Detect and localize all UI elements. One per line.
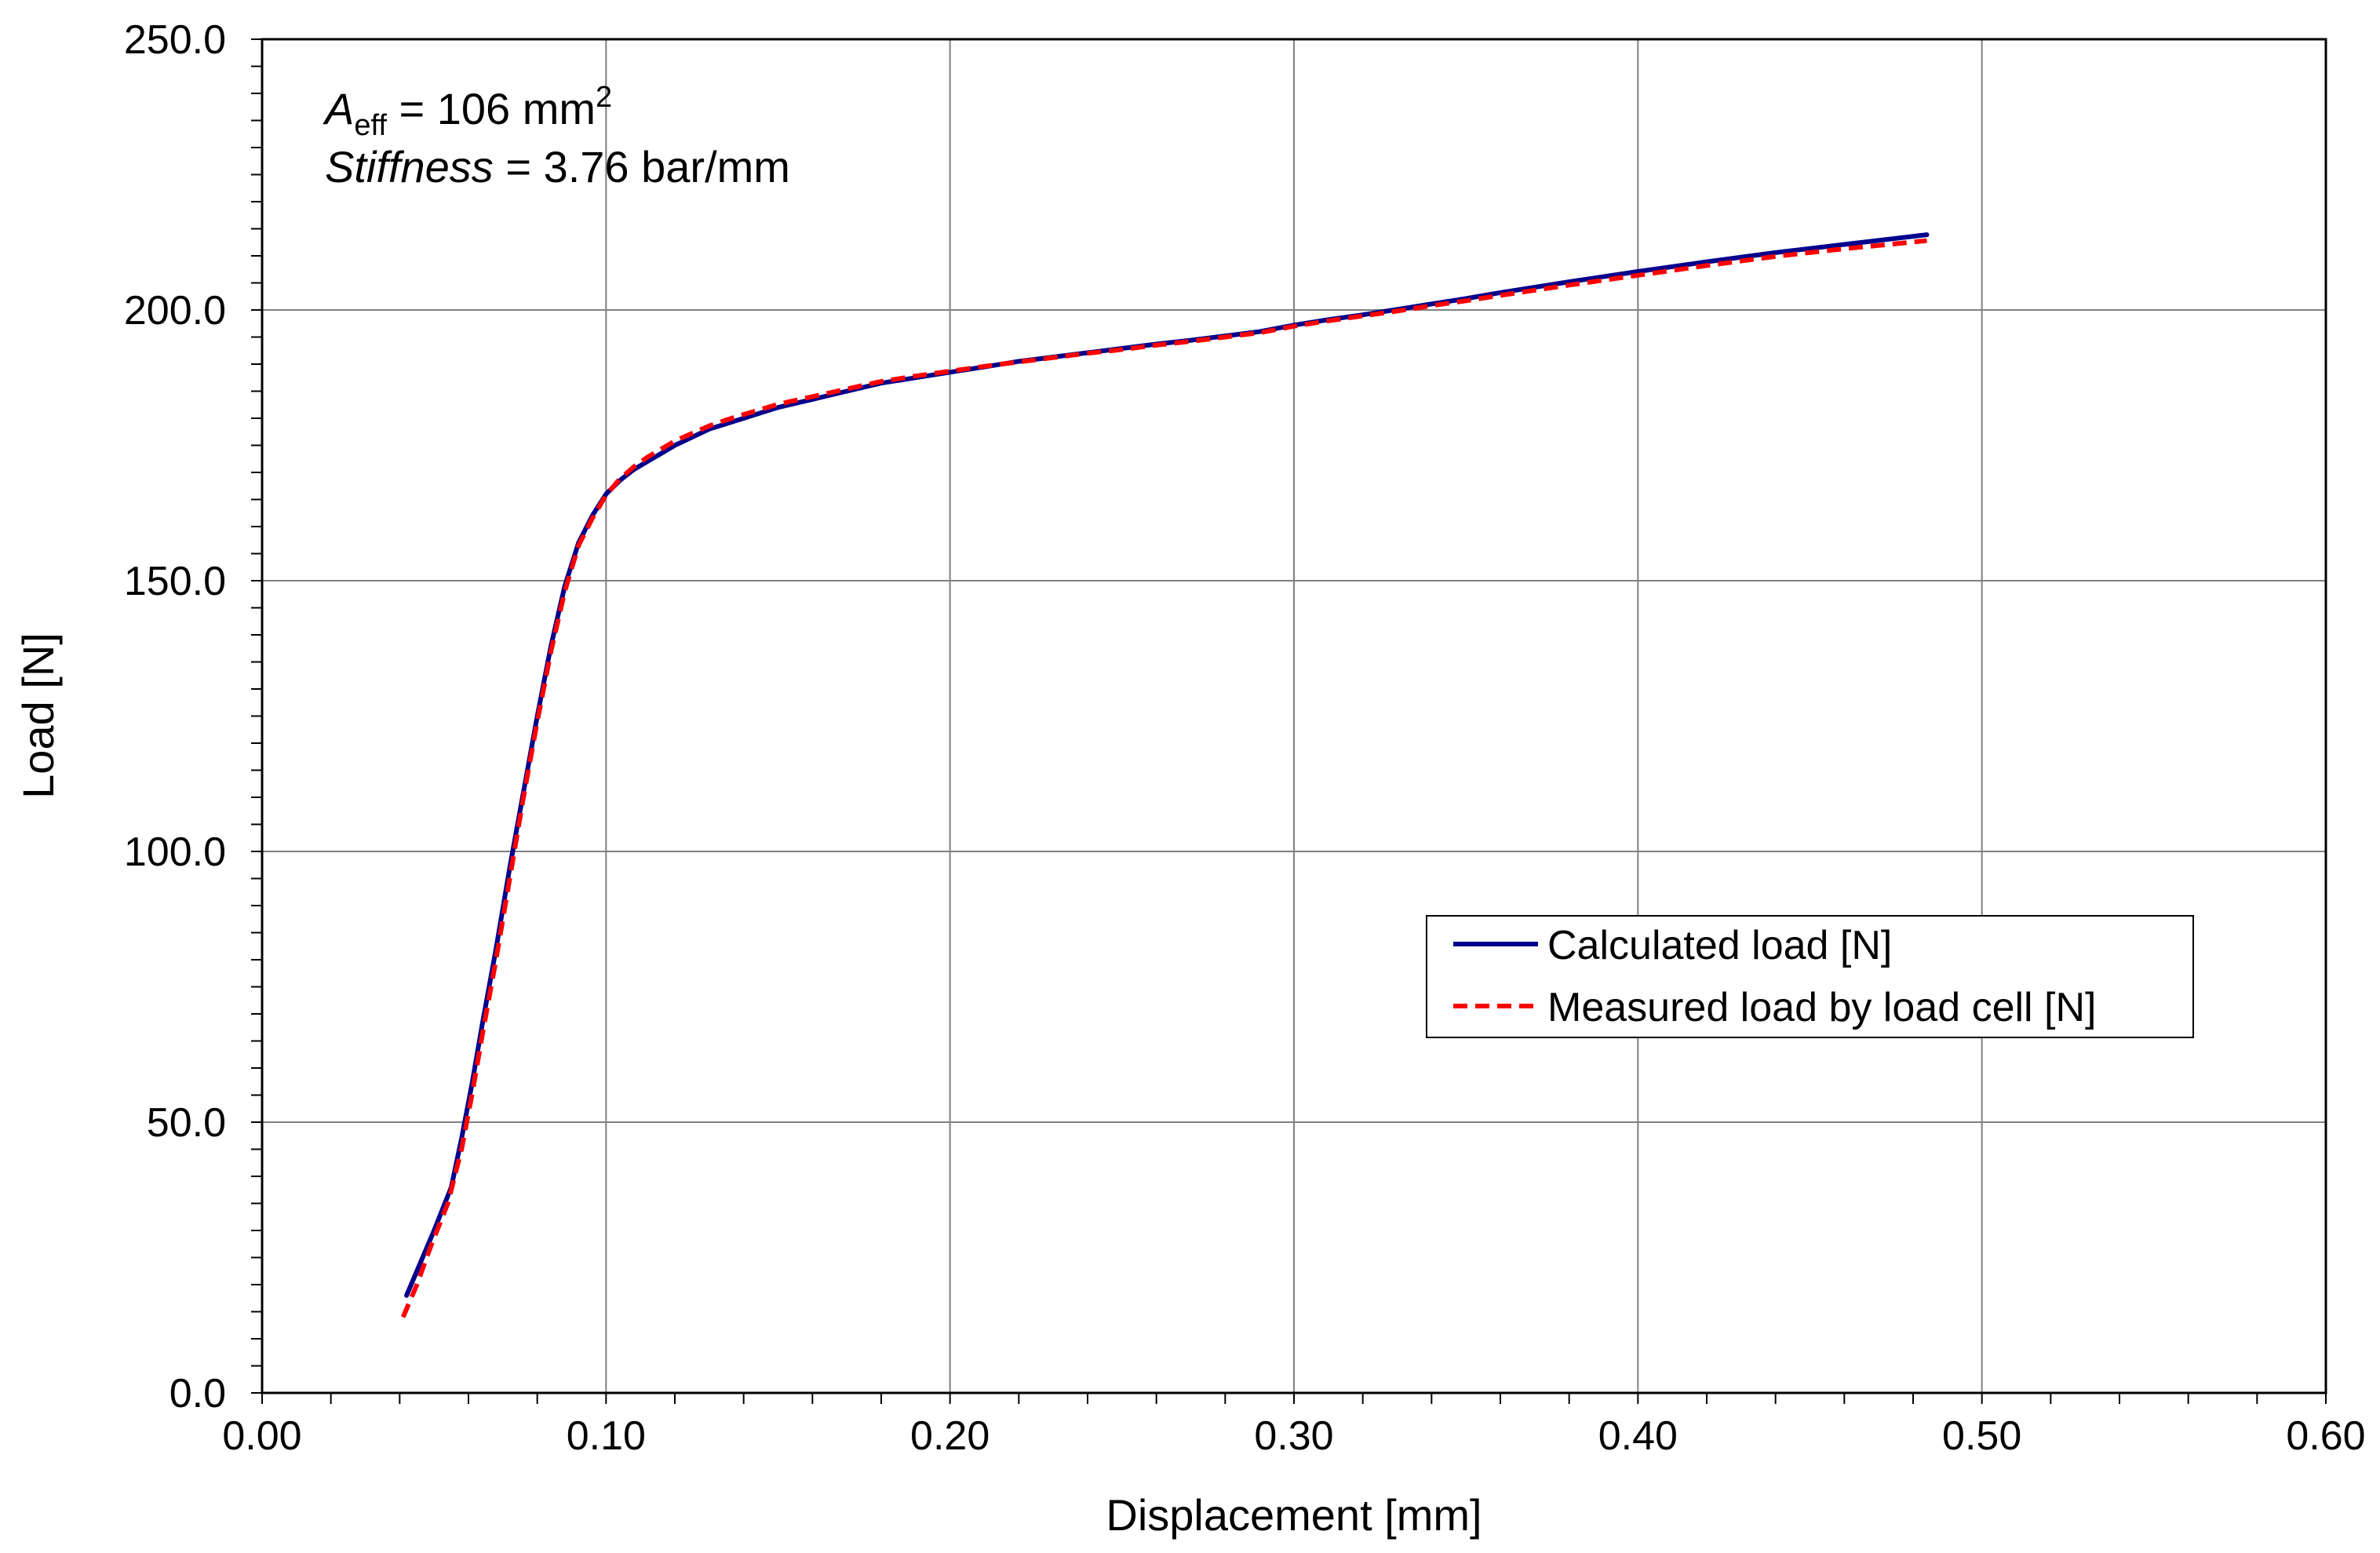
legend: Calculated load [N] Measured load by loa… [1426, 915, 2194, 1038]
series-line-measured [400, 238, 1927, 1318]
annotation-area-value: = 106 mm [387, 84, 596, 133]
y-tick-label: 200.0 [124, 288, 226, 334]
x-tick-label: 0.50 [1942, 1413, 2021, 1459]
legend-label-calculated: Calculated load [N] [1547, 923, 1892, 968]
minor-ticks [251, 38, 2327, 1404]
x-tick-label: 0.60 [2286, 1413, 2365, 1459]
y-tick-label: 0.0 [169, 1371, 226, 1416]
annotation-stiffness-line: Stiffness = 3.76 bar/mm [325, 142, 790, 191]
plot-area-border [261, 38, 2327, 1394]
x-tick-label: 0.20 [910, 1413, 990, 1459]
x-tick-label: 0.30 [1254, 1413, 1333, 1459]
annotation-area-symbol: A [323, 84, 354, 133]
y-tick-label: 250.0 [124, 17, 226, 63]
y-tick-label: 100.0 [124, 829, 226, 875]
annotation-stiffness-label: Stiffness [325, 142, 494, 191]
y-tick-labels: 0.0 50.0 100.0 150.0 200.0 250.0 [124, 17, 226, 1416]
y-axis-title: Load [N] [13, 633, 63, 799]
legend-label-measured: Measured load by load cell [N] [1547, 985, 2097, 1030]
x-tick-label: 0.00 [222, 1413, 301, 1459]
gridlines [262, 39, 2326, 1393]
annotation-area-superscript: 2 [596, 81, 612, 114]
x-tick-labels: 0.00 0.10 0.20 0.30 0.40 0.50 0.60 [222, 1413, 2365, 1459]
x-tick-label: 0.40 [1598, 1413, 1678, 1459]
series-layer [400, 232, 1930, 1318]
y-tick-label: 150.0 [124, 559, 226, 604]
annotation: Aeff = 106 mm2 Stiffness = 3.76 bar/mm [323, 81, 790, 191]
x-axis-title: Displacement [mm] [1106, 1490, 1482, 1540]
annotation-area-subscript: eff [354, 109, 387, 142]
annotation-area-line: Aeff = 106 mm2 [323, 81, 612, 142]
y-tick-label: 50.0 [147, 1100, 226, 1146]
x-tick-label: 0.10 [567, 1413, 646, 1459]
annotation-stiffness-value: = 3.76 bar/mm [494, 142, 790, 191]
legend-box [1426, 915, 2194, 1038]
